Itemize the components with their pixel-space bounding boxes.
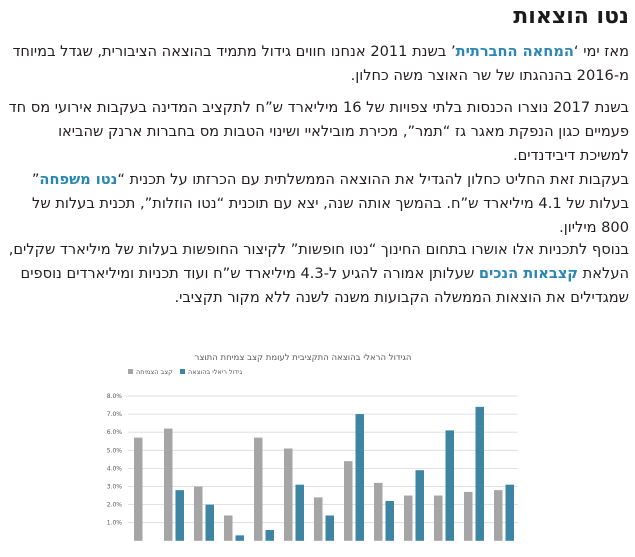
y-tick-label: 4.0% — [107, 465, 123, 472]
paragraph-3-text-after: ” בעלות של 4.1 מיליארד ש”ח. בהמשך אותה ש… — [31, 171, 629, 236]
article-heading: נטו הוצאות — [513, 4, 629, 29]
budget-growth-chart: הגידול הראלי בהוצאה התקציבית לעומת קצב צ… — [80, 348, 530, 557]
bar-gdp-growth — [194, 486, 203, 541]
bar-real-growth — [175, 490, 184, 541]
bar-real-growth — [295, 484, 304, 541]
disability-allowance-link[interactable]: קצבאות הנכים — [478, 265, 579, 282]
legend-label: גידול ריאלי בהוצאה — [188, 368, 242, 376]
bar-real-growth — [475, 406, 484, 541]
chart-bars — [134, 406, 514, 541]
bar-gdp-growth — [344, 461, 353, 541]
paragraph-4: בנוסף לתכניות אלו אושרו בתחום החינוך “נט… — [5, 238, 629, 310]
bar-real-growth — [325, 515, 334, 541]
bar-gdp-growth — [134, 437, 143, 541]
paragraph-3-text-before: בעקבות זאת החליט כחלון להגדיל את ההוצאה … — [117, 171, 629, 188]
bar-real-growth — [415, 470, 424, 541]
paragraph-4-text-before: בנוסף לתכניות אלו אושרו בתחום החינוך “נט… — [8, 241, 629, 282]
y-tick-label: 5.0% — [107, 447, 123, 454]
bar-real-growth — [235, 535, 244, 541]
bar-gdp-growth — [434, 495, 443, 541]
bar-gdp-growth — [284, 448, 293, 541]
bar-real-growth — [385, 500, 394, 541]
paragraph-1-text-after: ’ בשנת 2011 אנחנו חווים גידול מתמיד בהוצ… — [12, 43, 629, 84]
social-protest-link[interactable]: המחאה החברתית — [455, 43, 574, 60]
bar-gdp-growth — [374, 482, 383, 541]
paragraph-3: בעקבות זאת החליט כחלון להגדיל את ההוצאה … — [5, 168, 629, 240]
y-tick-label: 3.0% — [107, 484, 123, 491]
bar-gdp-growth — [464, 491, 473, 541]
y-tick-label: 1.0% — [107, 520, 123, 527]
bar-gdp-growth — [224, 515, 233, 541]
chart-title: הגידול הראלי בהוצאה התקציבית לעומת קצב צ… — [195, 353, 412, 363]
paragraph-4-text-after: שעלותן אמורה להגיע ל-4.3 מיליארד ש”ח ועו… — [20, 265, 629, 306]
bar-gdp-growth — [164, 428, 173, 541]
bar-real-growth — [355, 414, 364, 541]
paragraph-2: בשנת 2017 נוצרו הכנסות בלתי צפויות של 16… — [8, 99, 629, 164]
paragraph-1-text-before: מאז ימי ‘ — [573, 43, 629, 60]
legend-swatch — [180, 369, 185, 374]
y-tick-label: 7.0% — [107, 411, 123, 418]
paragraph-1: מאז ימי ‘המחאה החברתית’ בשנת 2011 אנחנו … — [5, 40, 629, 88]
bar-real-growth — [205, 504, 214, 541]
chart-legend: גידול ריאלי בהוצאה קצב הצמיחה — [128, 368, 242, 376]
bar-gdp-growth — [404, 495, 413, 541]
bar-gdp-growth — [494, 490, 503, 541]
chart-canvas: הגידול הראלי בהוצאה התקציבית לעומת קצב צ… — [107, 353, 518, 541]
bar-real-growth — [505, 484, 514, 541]
neto-mishpacha-link[interactable]: נטו משפחה — [39, 171, 118, 188]
y-tick-label: 2.0% — [107, 502, 123, 509]
bar-real-growth — [265, 529, 274, 541]
y-tick-label: 6.0% — [107, 429, 123, 436]
bar-gdp-growth — [314, 497, 323, 541]
legend-swatch — [128, 369, 133, 374]
bar-real-growth — [445, 430, 454, 541]
legend-label: קצב הצמיחה — [136, 368, 173, 376]
bar-gdp-growth — [254, 437, 263, 541]
y-tick-label: 8.0% — [107, 393, 123, 400]
